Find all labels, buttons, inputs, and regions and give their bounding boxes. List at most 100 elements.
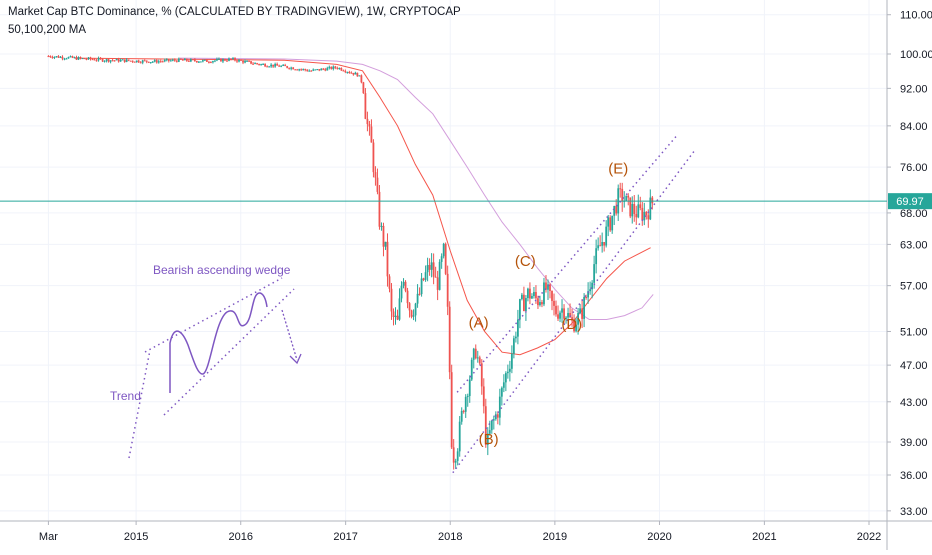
candle-body — [579, 308, 581, 314]
trend-label: Trend — [110, 389, 141, 403]
candle-body — [244, 60, 246, 63]
candle-body — [408, 303, 411, 311]
candle-body — [310, 70, 313, 72]
candle-body — [531, 296, 533, 299]
candle-body — [320, 68, 323, 71]
candle-body — [63, 58, 66, 60]
candle-body — [456, 451, 459, 461]
candle-body — [157, 61, 160, 63]
candle-body — [91, 59, 94, 61]
wave-label: (E) — [608, 161, 628, 178]
wave-label: (D) — [561, 316, 582, 333]
candle-body — [508, 368, 511, 372]
candle-body — [599, 245, 602, 247]
candle-body — [615, 205, 618, 214]
candle-body — [151, 61, 154, 63]
candle-body — [603, 242, 606, 246]
candle-body — [631, 203, 634, 217]
candle-body — [523, 294, 525, 312]
candle-body — [97, 58, 100, 61]
candle-body — [629, 197, 632, 217]
x-tick-label: 2016 — [228, 531, 252, 543]
candle-body — [452, 447, 455, 463]
candle-body — [47, 56, 50, 58]
candle-body — [396, 315, 399, 320]
candle-body — [372, 142, 375, 173]
candle-body — [145, 60, 148, 62]
candle-body — [589, 289, 592, 292]
trend-dotted-line — [128, 349, 151, 459]
candle-body — [306, 70, 309, 72]
candle-body — [458, 421, 461, 452]
candle-body — [486, 433, 489, 445]
candle-body — [358, 75, 361, 77]
candle-body — [214, 60, 216, 62]
candle-body — [384, 241, 387, 247]
x-tick-label: 2019 — [543, 531, 567, 543]
wave-label: (C) — [515, 253, 536, 270]
candle-body — [240, 59, 242, 61]
candle-body — [368, 124, 371, 127]
candle-body — [482, 386, 485, 407]
candle-body — [356, 72, 359, 77]
candle-body — [581, 308, 583, 319]
candle-body — [613, 205, 616, 216]
candle-body — [420, 278, 423, 295]
candle-body — [611, 215, 614, 231]
candle-body — [498, 396, 501, 418]
candle-body — [382, 225, 385, 247]
candle-body — [155, 60, 158, 63]
candle-body — [318, 69, 321, 71]
candle-body — [179, 58, 182, 60]
candle-body — [555, 305, 557, 315]
ma-200-line — [179, 57, 654, 320]
candle-body — [362, 82, 365, 94]
candle-body — [125, 59, 128, 62]
candle-body — [512, 338, 515, 354]
candle-body — [506, 371, 509, 374]
candle-body — [643, 211, 646, 221]
candle-body — [163, 59, 166, 62]
chart-title: Market Cap BTC Dominance, % (CALCULATED … — [8, 6, 461, 18]
candle-body — [346, 71, 349, 73]
candle-body — [177, 58, 180, 62]
y-tick-label: 43.00 — [900, 397, 928, 409]
candle-body — [641, 207, 644, 221]
candle-body — [340, 68, 343, 71]
candle-body — [220, 58, 222, 62]
candle-body — [105, 59, 108, 61]
candle-body — [350, 72, 353, 74]
candle-body — [553, 300, 555, 306]
candle-body — [494, 414, 497, 420]
candle-body — [286, 66, 289, 68]
candle-body — [53, 56, 56, 58]
candle-body — [135, 60, 138, 63]
breakdown-arrow-shaft — [281, 309, 298, 361]
candle-body — [149, 62, 152, 64]
candle-body — [563, 308, 565, 319]
candle-body — [175, 60, 178, 62]
y-tick-label: 84.00 — [900, 121, 928, 133]
candle-body — [117, 59, 120, 62]
candle-body — [438, 261, 441, 290]
y-tick-label: 63.00 — [900, 239, 928, 251]
candle-body — [400, 285, 403, 299]
candle-body — [141, 60, 144, 63]
candle-body — [635, 214, 638, 218]
candle-body — [256, 63, 258, 65]
candle-body — [366, 118, 369, 125]
candle-body — [418, 293, 421, 295]
candle-body — [527, 288, 529, 299]
candle-body — [573, 320, 575, 332]
wedge-illustration-wave — [169, 292, 268, 393]
candle-body — [466, 396, 469, 398]
candle-body — [308, 70, 311, 72]
candle-body — [434, 276, 437, 278]
candle-body — [476, 357, 479, 359]
candle-body — [561, 308, 563, 313]
candle-body — [222, 59, 224, 62]
candle-body — [352, 72, 355, 75]
candle-body — [619, 188, 622, 190]
